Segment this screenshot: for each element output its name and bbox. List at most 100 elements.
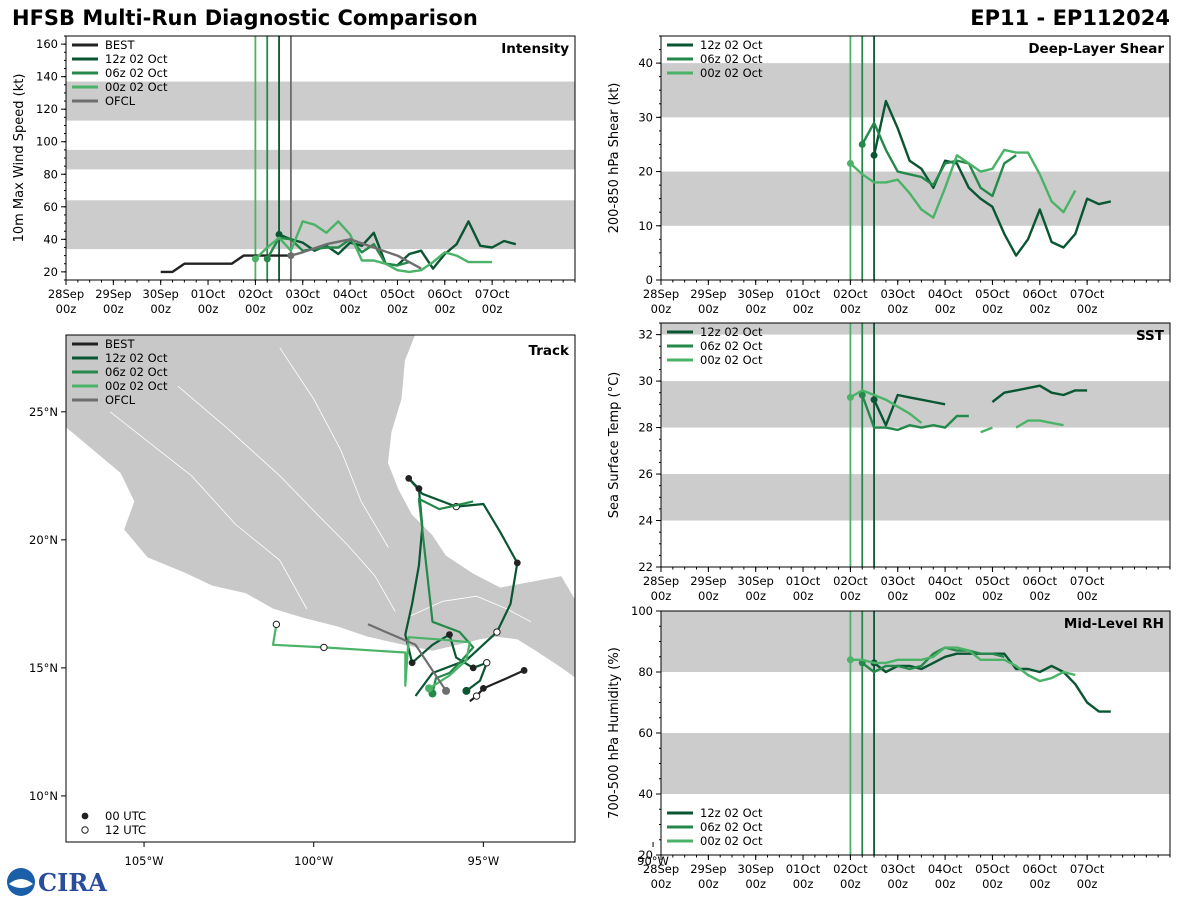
x-tick-label-hour: 00z	[387, 302, 408, 316]
series-start-marker	[846, 159, 854, 167]
x-tick-label-date: 29Sep	[690, 287, 726, 301]
y-tick-label: 26	[638, 467, 653, 481]
noaa-bird-icon	[9, 879, 33, 888]
x-tick-label-hour: 00z	[745, 877, 766, 891]
x-tick-label-date: 07Oct	[1070, 862, 1105, 876]
x-tick-label-date: 29Sep	[95, 287, 131, 301]
y-tick-label: 40	[638, 56, 653, 70]
x-tick-label-hour: 00z	[1029, 877, 1050, 891]
plot-frame	[65, 334, 576, 843]
y-tick-label: 40	[43, 232, 58, 246]
y-tick-label: 100	[631, 604, 653, 618]
y-tick-label: 0	[646, 273, 653, 287]
x-tick-label: 95°W	[467, 854, 499, 868]
legend-label: 06z 02 Oct	[105, 365, 168, 379]
x-tick-label-date: 03Oct	[880, 574, 915, 588]
y-tick-label: 15°N	[29, 661, 58, 675]
x-tick-label-date: 05Oct	[380, 287, 415, 301]
x-tick-label-date: 28Sep	[643, 862, 679, 876]
x-tick-label-hour: 00z	[935, 589, 956, 603]
series-start-marker	[870, 396, 878, 404]
x-tick-label-hour: 00z	[887, 302, 908, 316]
track-line	[417, 497, 475, 694]
series-start-marker	[251, 255, 259, 263]
x-tick-label-hour: 00z	[840, 302, 861, 316]
x-tick-label-hour: 00z	[56, 302, 77, 316]
legend-label: OFCL	[105, 393, 136, 407]
x-tick-label-date: 28Sep	[643, 287, 679, 301]
x-tick-label-hour: 00z	[651, 589, 672, 603]
x-tick-label-date: 04Oct	[333, 287, 368, 301]
x-tick-label-hour: 00z	[482, 302, 503, 316]
x-tick-label-hour: 00z	[1077, 589, 1098, 603]
marker-00utc	[405, 474, 413, 482]
y-axis-label: Sea Surface Temp (°C)	[607, 372, 622, 519]
x-tick-label-hour: 00z	[1029, 589, 1050, 603]
legend-label: 12z 02 Oct	[105, 351, 168, 365]
series-line	[849, 148, 1077, 219]
x-tick-label-date: 04Oct	[928, 574, 963, 588]
state-border	[177, 385, 396, 612]
track-line	[271, 624, 471, 690]
threshold-band	[661, 63, 1170, 118]
marker-12utc	[81, 826, 89, 834]
legend-label: BEST	[105, 337, 135, 351]
series-line	[861, 394, 969, 432]
x-tick-label-hour: 00z	[887, 589, 908, 603]
x-tick-label-date: 02Oct	[238, 287, 273, 301]
x-tick-label-date: 03Oct	[285, 287, 320, 301]
series-line	[861, 121, 1017, 198]
legend-label: 12z 02 Oct	[105, 52, 168, 66]
y-tick-label: 10°N	[29, 789, 58, 803]
legend-label: 06z 02 Oct	[105, 66, 168, 80]
y-tick-label: 10	[638, 219, 653, 233]
x-tick-label-date: 28Sep	[48, 287, 84, 301]
marker-00utc	[520, 667, 528, 674]
series-start-marker	[275, 230, 283, 238]
threshold-band	[661, 611, 1170, 672]
x-tick-label-date: 30Sep	[738, 574, 774, 588]
track-start-marker	[462, 686, 471, 695]
logo-text: CIRA	[38, 868, 107, 897]
series-start-marker	[263, 255, 271, 263]
series-line	[254, 220, 493, 274]
legend-label: 12 UTC	[105, 823, 146, 837]
x-tick-label-hour: 00z	[982, 302, 1003, 316]
marker-00utc	[469, 664, 477, 672]
x-tick-label-hour: 00z	[935, 302, 956, 316]
x-tick-label-date: 04Oct	[928, 287, 963, 301]
y-tick-label: 30	[638, 374, 653, 388]
x-tick-label-hour: 00z	[793, 589, 814, 603]
x-tick-label-date: 06Oct	[428, 287, 463, 301]
x-tick-label-date: 07Oct	[1070, 287, 1105, 301]
panel-intensity: 2040608010012014016028Sep00z29Sep00z30Se…	[12, 35, 576, 316]
track-start-marker	[442, 686, 451, 695]
y-tick-label: 120	[36, 102, 58, 116]
x-tick-label-date: 30Sep	[143, 287, 179, 301]
x-tick-label-date: 01Oct	[191, 287, 226, 301]
x-tick-label-hour: 00z	[198, 302, 219, 316]
y-tick-label: 28	[638, 421, 653, 435]
series-line	[850, 646, 1076, 683]
series-line	[861, 646, 1005, 674]
y-tick-label: 20	[43, 265, 58, 279]
series-line	[849, 389, 1064, 434]
marker-00utc	[408, 659, 416, 667]
y-tick-label: 20	[638, 848, 653, 862]
panel-title: SST	[1136, 328, 1165, 344]
x-tick-label-date: 01Oct	[786, 287, 821, 301]
x-tick-label-date: 29Sep	[690, 574, 726, 588]
y-tick-label: 160	[36, 37, 58, 51]
state-border	[279, 347, 389, 548]
x-tick-label: 105°W	[125, 854, 164, 868]
series-start-marker	[287, 252, 295, 260]
threshold-band	[66, 149, 575, 170]
series-start-marker	[858, 391, 866, 399]
x-tick-label-date: 06Oct	[1023, 862, 1058, 876]
y-axis-label: 200-850 hPa Shear (kt)	[607, 83, 622, 234]
marker-12utc	[483, 659, 491, 667]
marker-12utc	[272, 620, 281, 629]
x-tick-label-date: 06Oct	[1023, 287, 1058, 301]
